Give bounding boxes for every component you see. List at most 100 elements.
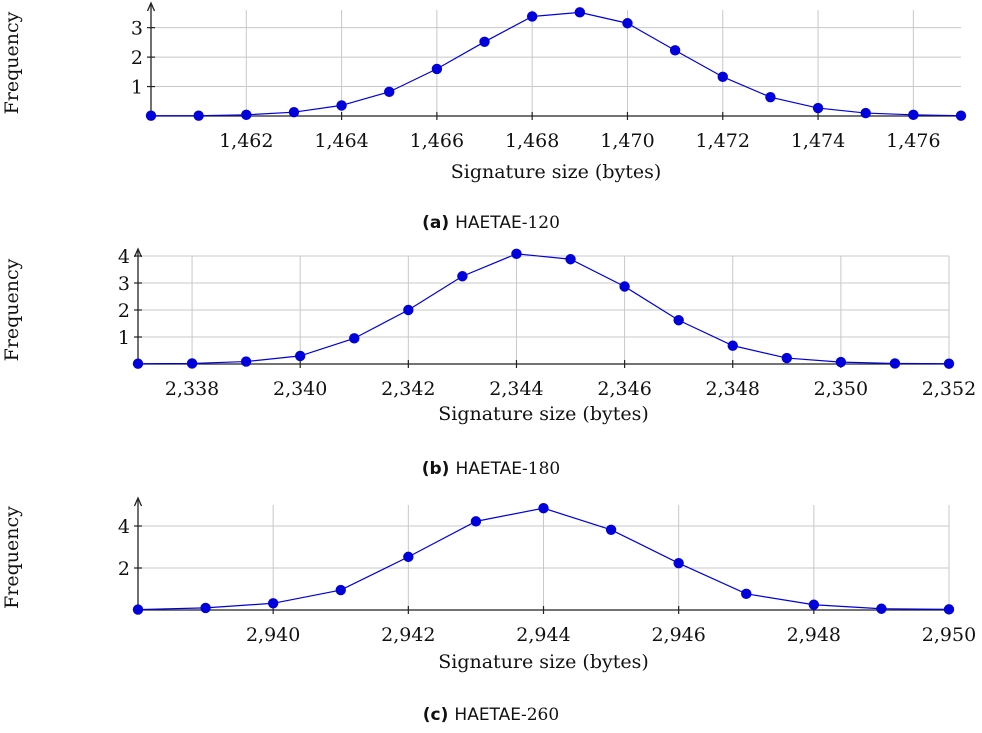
data-point xyxy=(943,358,955,369)
data-point xyxy=(186,358,198,369)
data-point xyxy=(605,524,617,535)
x-tick-label: 1,472 xyxy=(696,130,750,152)
data-point xyxy=(403,304,414,316)
data-point xyxy=(876,603,887,614)
x-tick-label: 2,348 xyxy=(706,378,760,400)
data-point xyxy=(673,315,684,326)
data-point xyxy=(622,18,633,29)
x-tick-label: 1,474 xyxy=(791,130,845,152)
data-point xyxy=(808,599,820,610)
caption-tag: (a) xyxy=(422,213,449,233)
subfigure-caption: (b) HAETAE-180 xyxy=(422,459,561,479)
data-point xyxy=(349,333,360,344)
caption-tag: (c) xyxy=(423,705,449,725)
y-tick-label: 3 xyxy=(118,273,130,295)
subfigure-caption: (a) HAETAE-120 xyxy=(422,213,560,233)
y-tick-label: 2 xyxy=(118,300,130,322)
x-tick-label: 2,340 xyxy=(273,378,327,400)
x-axis-label: Signature size (bytes) xyxy=(438,403,649,425)
y-axis-label: Frequency xyxy=(1,11,23,114)
data-point xyxy=(511,248,522,260)
data-point xyxy=(193,110,204,121)
data-point xyxy=(403,551,414,563)
x-axis-label: Signature size (bytes) xyxy=(438,651,649,673)
y-tick-label: 2 xyxy=(118,558,130,580)
x-tick-label: 2,946 xyxy=(651,624,705,646)
y-axis-arrow xyxy=(133,496,143,507)
x-tick-label: 2,942 xyxy=(381,624,435,646)
data-point xyxy=(741,588,752,600)
data-point xyxy=(538,502,549,514)
y-tick-label: 4 xyxy=(118,246,130,268)
series-line xyxy=(151,11,962,117)
caption-tag: (b) xyxy=(422,459,450,479)
data-point xyxy=(241,109,252,121)
x-tick-label: 2,940 xyxy=(246,624,300,646)
x-tick-label: 1,476 xyxy=(886,130,940,152)
caption-number: -180 xyxy=(522,459,560,479)
data-point xyxy=(835,356,847,368)
x-tick-label: 1,468 xyxy=(505,130,559,152)
data-point xyxy=(200,602,211,614)
series-line xyxy=(137,253,950,365)
data-point xyxy=(717,71,728,83)
chart-panel-c: 2,940 2,942 2,944 2,946 2,948 2,950 2 4 Signatur… xyxy=(1,496,976,725)
data-point xyxy=(565,254,576,265)
data-point xyxy=(335,584,346,596)
data-point xyxy=(431,63,443,75)
data-point xyxy=(943,604,955,615)
data-point xyxy=(336,100,347,111)
caption-name: HAETAE xyxy=(455,459,522,479)
data-point xyxy=(145,110,157,121)
x-tick-label: 1,466 xyxy=(410,130,464,152)
x-tick-label: 2,338 xyxy=(165,378,219,400)
data-point xyxy=(457,271,468,282)
y-tick-label: 2 xyxy=(131,47,143,69)
chart-panel-a: 1,462 1,464 1,466 1,468 1,470 1,472 1,474 1,476… xyxy=(1,1,967,233)
x-tick-label: 2,944 xyxy=(516,624,570,646)
data-point xyxy=(132,604,144,615)
y-tick-label: 1 xyxy=(118,327,130,349)
x-tick-label: 2,346 xyxy=(597,378,651,400)
subfigure-caption: (c) HAETAE-260 xyxy=(423,705,559,725)
x-tick-label: 2,344 xyxy=(489,378,543,400)
data-point xyxy=(295,350,306,362)
data-point xyxy=(288,106,300,118)
data-point xyxy=(860,107,871,119)
x-tick-label: 2,352 xyxy=(922,378,976,400)
data-point xyxy=(727,340,738,351)
data-point xyxy=(526,11,538,22)
y-axis-arrow xyxy=(133,247,143,258)
data-point xyxy=(889,358,901,369)
y-axis-label: Frequency xyxy=(1,506,23,609)
data-point xyxy=(669,45,681,56)
data-point xyxy=(812,102,824,114)
data-point xyxy=(384,86,395,98)
caption-name: HAETAE xyxy=(454,705,521,725)
y-tick-label: 4 xyxy=(118,516,130,538)
chart-panel-b: 2,338 2,340 2,342 2,344 2,346 2,348 2,350 2,352… xyxy=(1,246,976,479)
y-tick-label: 3 xyxy=(131,18,143,40)
data-point xyxy=(574,7,586,18)
x-tick-label: 2,342 xyxy=(381,378,435,400)
y-axis-label: Frequency xyxy=(1,258,23,361)
x-tick-label: 2,948 xyxy=(787,624,841,646)
caption-number: -260 xyxy=(521,705,559,725)
data-point xyxy=(765,91,776,103)
data-point xyxy=(781,352,792,364)
data-point xyxy=(955,110,967,121)
x-tick-label: 2,950 xyxy=(922,624,976,646)
data-point xyxy=(470,516,482,527)
caption-name: HAETAE xyxy=(455,213,522,233)
x-tick-label: 1,470 xyxy=(600,130,654,152)
data-point xyxy=(673,557,684,569)
y-tick-label: 1 xyxy=(131,77,143,99)
caption-number: -120 xyxy=(522,213,560,233)
data-point xyxy=(240,356,252,367)
data-point xyxy=(267,598,279,609)
x-axis-label: Signature size (bytes) xyxy=(451,161,662,183)
y-axis-arrow xyxy=(146,1,156,12)
data-point xyxy=(132,358,144,369)
data-point xyxy=(479,36,490,47)
